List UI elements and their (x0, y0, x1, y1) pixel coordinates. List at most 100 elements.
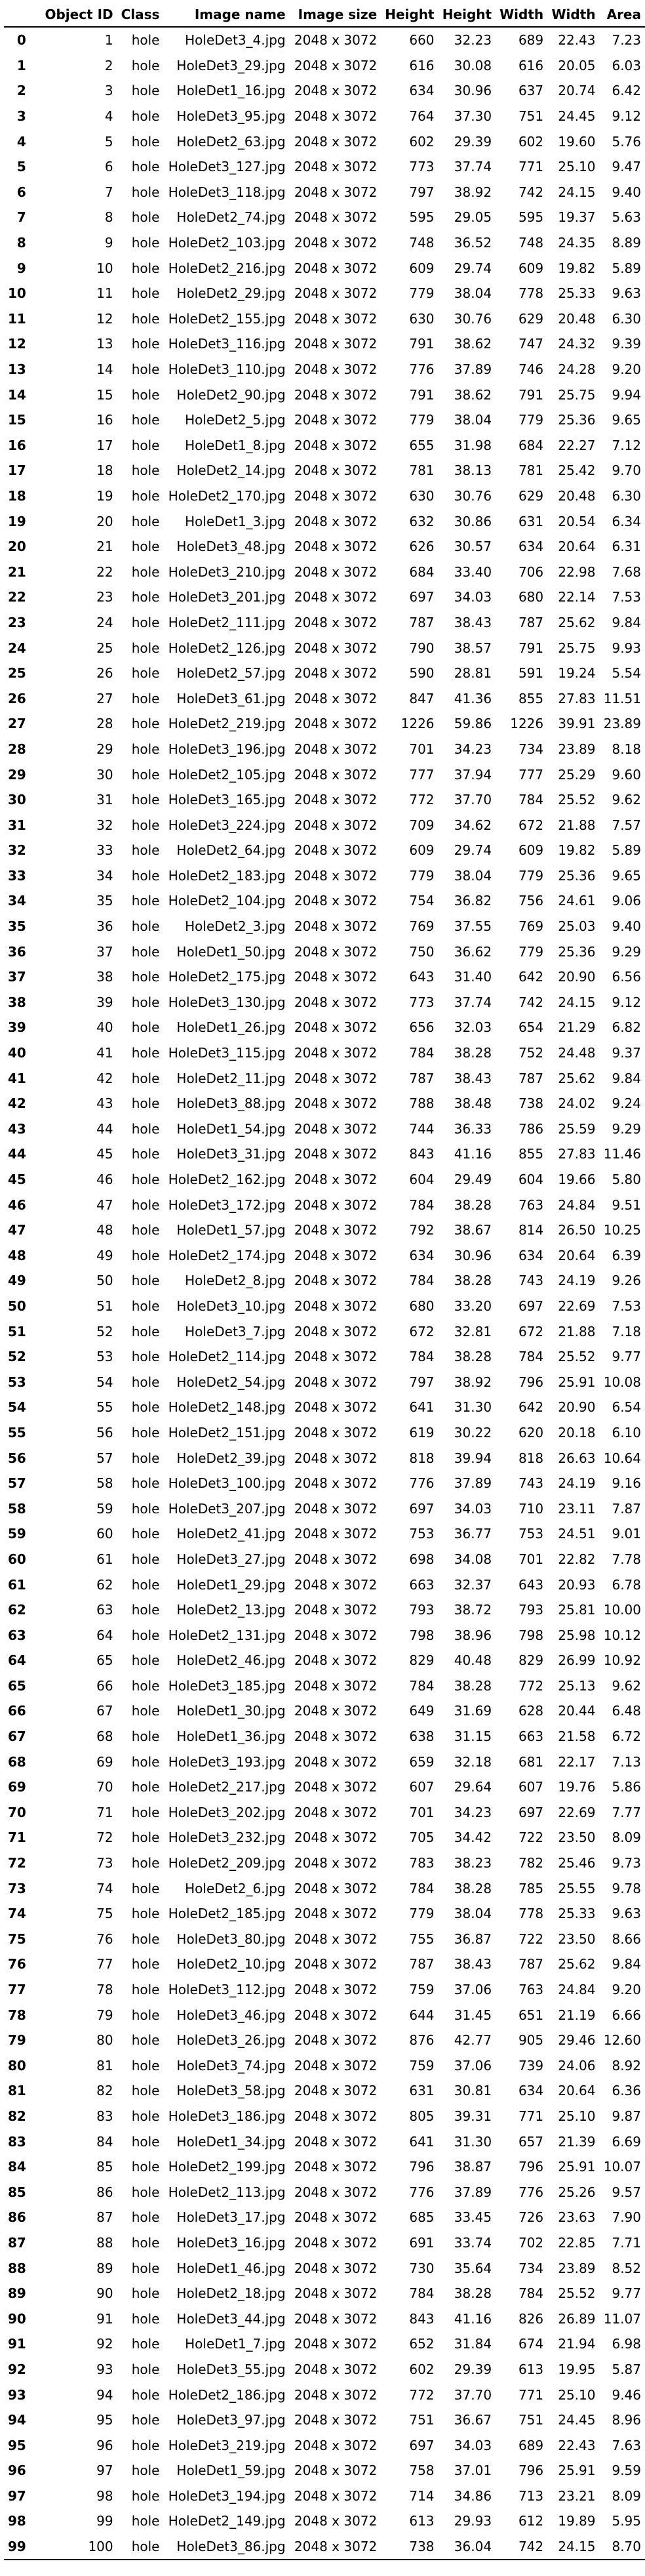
image-size-cell: 2048 x 3072 (294, 1703, 378, 1719)
row-index: 61 (8, 1576, 26, 1593)
height-cell: 773 (409, 159, 435, 175)
class-cell: hole (131, 2487, 160, 2504)
area-cell: 6.39 (612, 1247, 641, 1263)
header-width-scaled: Width (551, 7, 596, 22)
object-id-cell: 23 (96, 589, 113, 605)
width-cell: 779 (518, 412, 544, 428)
height-cell: 602 (409, 2361, 435, 2377)
row-index: 21 (8, 563, 26, 580)
image-size-cell: 2048 x 3072 (294, 665, 378, 682)
width-cell: 672 (518, 1323, 544, 1339)
table-row: 48 49 hole HoleDet2_174.jpg 2048 x 3072 634 30… (4, 1243, 645, 1269)
image-name-cell: HoleDet2_186.jpg (168, 2386, 286, 2403)
image-size-cell: 2048 x 3072 (294, 2386, 378, 2403)
table-row: 97 98 hole HoleDet3_194.jpg 2048 x 3072 714 34… (4, 2484, 645, 2509)
image-size-cell: 2048 x 3072 (294, 57, 378, 73)
row-index: 46 (8, 1196, 26, 1213)
width-cell: 613 (518, 2361, 544, 2377)
height-scaled-cell: 38.04 (454, 412, 492, 428)
area-cell: 8.89 (612, 235, 641, 251)
table-row: 44 45 hole HoleDet3_31.jpg 2048 x 3072 843 41.… (4, 1141, 645, 1167)
height-scaled-cell: 36.62 (454, 943, 492, 960)
object-id-cell: 15 (96, 386, 113, 403)
object-id-cell: 78 (96, 1982, 113, 1998)
class-cell: hole (131, 83, 160, 99)
class-cell: hole (131, 614, 160, 630)
object-id-cell: 96 (96, 2437, 113, 2453)
width-cell: 607 (518, 1779, 544, 1795)
width-scaled-cell: 25.36 (558, 867, 596, 884)
row-index: 66 (8, 1703, 26, 1719)
image-size-cell: 2048 x 3072 (294, 943, 378, 960)
row-index: 41 (8, 1070, 26, 1086)
object-id-cell: 57 (96, 1450, 113, 1466)
area-cell: 7.90 (612, 2209, 641, 2226)
object-id-cell: 40 (96, 1019, 113, 1036)
height-scaled-cell: 38.96 (454, 1627, 492, 1643)
width-scaled-cell: 22.43 (558, 2437, 596, 2453)
width-scaled-cell: 22.85 (558, 2234, 596, 2251)
image-size-cell: 2048 x 3072 (294, 1247, 378, 1263)
row-index: 27 (8, 716, 26, 732)
image-size-cell: 2048 x 3072 (294, 1880, 378, 1896)
width-cell: 674 (518, 2336, 544, 2352)
image-size-cell: 2048 x 3072 (294, 1855, 378, 1871)
object-id-cell: 67 (96, 1703, 113, 1719)
width-cell: 743 (518, 1273, 544, 1289)
image-name-cell: HoleDet3_58.jpg (176, 2083, 286, 2099)
class-cell: hole (131, 1728, 160, 1745)
height-scaled-cell: 37.89 (454, 361, 492, 378)
class-cell: hole (131, 1349, 160, 1365)
table-row: 82 83 hole HoleDet3_186.jpg 2048 x 3072 805 39… (4, 2104, 645, 2129)
class-cell: hole (131, 1196, 160, 1213)
area-cell: 9.62 (612, 1677, 641, 1694)
table-row: 57 58 hole HoleDet3_100.jpg 2048 x 3072 776 37… (4, 1471, 645, 1496)
image-name-cell: HoleDet2_104.jpg (168, 893, 286, 909)
image-name-cell: HoleDet1_34.jpg (176, 2133, 286, 2150)
image-name-cell: HoleDet3_219.jpg (168, 2437, 286, 2453)
image-name-cell: HoleDet3_27.jpg (176, 1551, 286, 1567)
table-row: 40 41 hole HoleDet3_115.jpg 2048 x 3072 784 38… (4, 1040, 645, 1066)
height-scaled-cell: 30.76 (454, 310, 492, 327)
width-scaled-cell: 20.48 (558, 487, 596, 504)
image-size-cell: 2048 x 3072 (294, 487, 378, 504)
class-cell: hole (131, 412, 160, 428)
class-cell: hole (131, 1753, 160, 1770)
height-cell: 772 (409, 792, 435, 808)
image-name-cell: HoleDet2_18.jpg (176, 2285, 286, 2302)
class-cell: hole (131, 1475, 160, 1492)
height-cell: 644 (409, 2007, 435, 2023)
width-scaled-cell: 25.75 (558, 386, 596, 403)
class-cell: hole (131, 1627, 160, 1643)
width-scaled-cell: 19.24 (558, 665, 596, 682)
image-size-cell: 2048 x 3072 (294, 2083, 378, 2099)
table-row: 64 65 hole HoleDet2_46.jpg 2048 x 3072 829 40.… (4, 1648, 645, 1673)
image-size-cell: 2048 x 3072 (294, 32, 378, 49)
class-cell: hole (131, 2539, 160, 2555)
height-cell: 784 (409, 1677, 435, 1694)
table-row: 65 66 hole HoleDet3_185.jpg 2048 x 3072 784 38… (4, 1673, 645, 1699)
image-name-cell: HoleDet3_193.jpg (168, 1753, 286, 1770)
row-index: 47 (8, 1222, 26, 1238)
table-row: 51 52 hole HoleDet3_7.jpg 2048 x 3072 672 32.8… (4, 1319, 645, 1344)
row-index: 44 (8, 1146, 26, 1162)
height-cell: 750 (409, 943, 435, 960)
image-size-cell: 2048 x 3072 (294, 513, 378, 529)
image-name-cell: HoleDet3_112.jpg (168, 1982, 286, 1998)
width-cell: 643 (518, 1576, 544, 1593)
object-id-cell: 62 (96, 1576, 113, 1593)
width-scaled-cell: 21.88 (558, 817, 596, 833)
object-id-cell: 68 (96, 1728, 113, 1745)
object-id-cell: 39 (96, 994, 113, 1010)
table-row: 0 1 hole HoleDet3_4.jpg 2048 x 3072 660 32.23 6… (4, 27, 645, 53)
width-scaled-cell: 25.91 (558, 1374, 596, 1390)
table-row: 1 2 hole HoleDet3_29.jpg 2048 x 3072 616 30.08… (4, 53, 645, 79)
image-name-cell: HoleDet2_185.jpg (168, 1906, 286, 1922)
image-name-cell: HoleDet2_199.jpg (168, 2159, 286, 2175)
height-scaled-cell: 41.36 (454, 690, 492, 706)
image-name-cell: HoleDet2_39.jpg (176, 1450, 286, 1466)
height-cell: 630 (409, 310, 435, 327)
class-cell: hole (131, 133, 160, 150)
class-cell: hole (131, 1399, 160, 1416)
image-size-cell: 2048 x 3072 (294, 2437, 378, 2453)
